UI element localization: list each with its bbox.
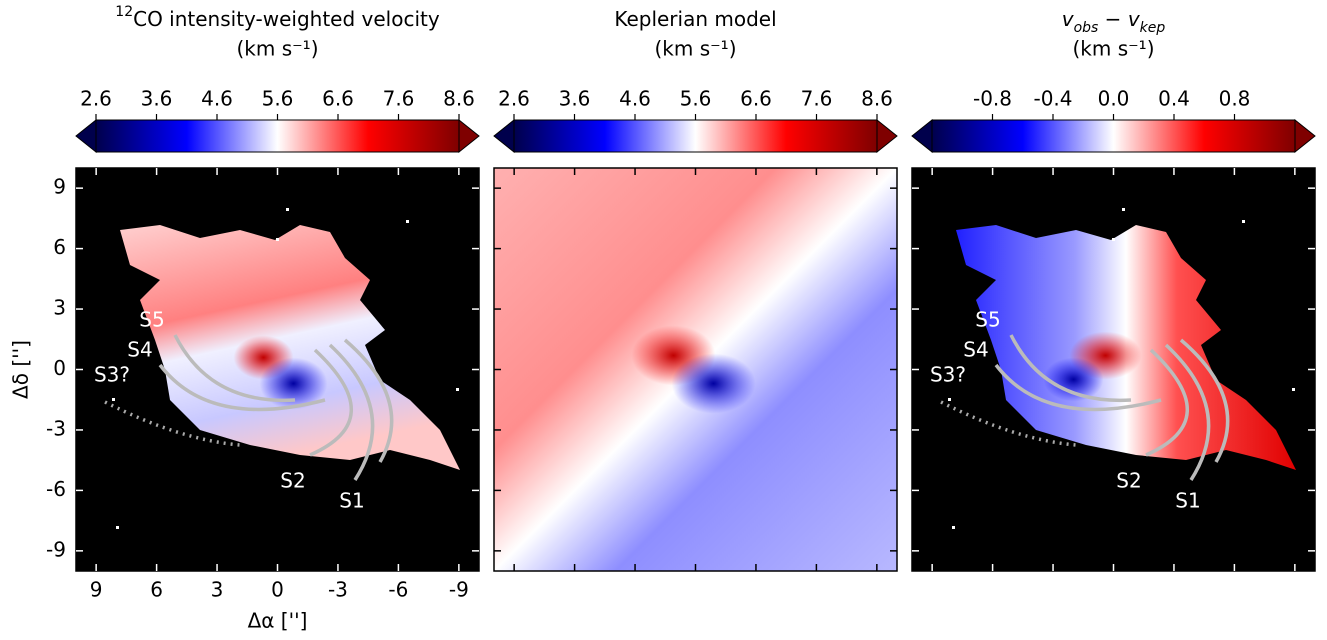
y-tick-label: -6 <box>46 477 66 501</box>
spiral-arc <box>158 363 326 412</box>
title-text: CO intensity-weighted velocity <box>133 7 440 31</box>
colorbar-tick-label: 0.0 <box>1098 87 1130 111</box>
spiral-arc <box>1164 343 1211 481</box>
colorbar <box>932 120 1295 152</box>
colorbar-tick-label: 7.6 <box>383 87 415 111</box>
x-axis-label: Δα [''] <box>248 609 308 633</box>
title-part: kep <box>1140 20 1166 36</box>
colorbar-extend-low <box>493 118 515 154</box>
spiral-arc <box>328 343 375 481</box>
speckle <box>406 220 409 223</box>
speckle <box>1122 208 1125 211</box>
y-tick-label: 3 <box>53 296 66 320</box>
speckle <box>1242 220 1245 223</box>
y-tick-label: -3 <box>46 416 66 440</box>
arc-label: S2 <box>1116 469 1141 493</box>
spiral-arc <box>309 348 353 457</box>
x-tick-label: 0 <box>271 578 284 602</box>
colorbar-extend-low <box>911 118 933 154</box>
y-tick-label: 0 <box>53 356 66 380</box>
title-part: v <box>1062 7 1075 31</box>
colorbar-tick-label: 5.6 <box>680 87 712 111</box>
speckle <box>116 526 119 529</box>
blue-lobe <box>671 353 756 414</box>
speckle <box>952 526 955 529</box>
y-axis-label: Δδ [''] <box>9 340 33 399</box>
speckle <box>286 208 289 211</box>
arc-label: S1 <box>339 489 364 513</box>
speckle <box>1292 388 1295 391</box>
colorbar-extend-high <box>1294 118 1316 154</box>
spiral-arc-dotted <box>940 400 1077 447</box>
speckle <box>112 398 115 401</box>
speckle <box>948 398 951 401</box>
colorbar-tick-label: 3.6 <box>559 87 591 111</box>
x-tick-label: -6 <box>388 578 408 602</box>
panel-title: 12CO intensity-weighted velocity <box>115 4 440 31</box>
arc-label: S4 <box>963 338 988 362</box>
colorbar <box>514 120 877 152</box>
arc-label: S4 <box>127 338 152 362</box>
arc-label: S2 <box>280 469 305 493</box>
y-tick-label: -9 <box>46 537 66 561</box>
title-superscript: 12 <box>115 4 133 20</box>
arc-label: S5 <box>975 308 1000 332</box>
panel-units: (km s⁻¹) <box>236 37 318 61</box>
panel-units: (km s⁻¹) <box>1072 37 1154 61</box>
title-part: obs <box>1074 20 1099 36</box>
panel-units: (km s⁻¹) <box>654 37 736 61</box>
spiral-arc <box>994 363 1162 412</box>
speckle <box>276 238 279 241</box>
colorbar-tick-label: -0.4 <box>1033 87 1072 111</box>
colorbar-extend-high <box>458 118 480 154</box>
panel-title: Keplerian model <box>614 7 776 31</box>
title-part: − <box>1098 7 1127 31</box>
spiral-arc <box>1145 348 1189 457</box>
colorbar-tick-label: 3.6 <box>141 87 173 111</box>
blue-lobe <box>1043 357 1104 402</box>
colorbar-tick-label: 6.6 <box>740 87 772 111</box>
colorbar-extend-low <box>75 118 97 154</box>
colorbar <box>96 120 459 152</box>
colorbar-tick-label: 5.6 <box>262 87 294 111</box>
x-tick-label: -3 <box>328 578 348 602</box>
speckle <box>456 388 459 391</box>
colorbar-tick-label: 0.8 <box>1219 87 1251 111</box>
colorbar-tick-label: 0.4 <box>1158 87 1190 111</box>
colorbar-tick-label: 4.6 <box>619 87 651 111</box>
colorbar-tick-label: 4.6 <box>201 87 233 111</box>
y-tick-label: 6 <box>53 235 66 259</box>
spiral-arc <box>343 338 394 463</box>
arc-label: S3? <box>94 363 130 387</box>
arc-label: S1 <box>1175 489 1200 513</box>
panel-title: vobs − vkep <box>1062 7 1166 37</box>
spiral-arc <box>173 334 296 403</box>
spiral-arc-dotted <box>104 400 241 447</box>
colorbar-tick-label: 8.6 <box>861 87 893 111</box>
colorbar-tick-label: 2.6 <box>80 87 112 111</box>
title-part: v <box>1128 7 1141 31</box>
colorbar-tick-label: -0.8 <box>973 87 1012 111</box>
spiral-arc <box>1009 334 1132 403</box>
x-tick-label: -9 <box>449 578 469 602</box>
x-tick-label: 3 <box>211 578 224 602</box>
colorbar-tick-label: 2.6 <box>498 87 530 111</box>
x-tick-label: 9 <box>90 578 103 602</box>
x-tick-label: 6 <box>150 578 163 602</box>
colorbar-extend-high <box>876 118 898 154</box>
arc-label: S5 <box>139 308 164 332</box>
arc-label: S3? <box>930 363 966 387</box>
spiral-arc <box>1179 338 1230 463</box>
colorbar-tick-label: 7.6 <box>801 87 833 111</box>
colorbar-tick-label: 6.6 <box>322 87 354 111</box>
y-tick-label: 9 <box>53 175 66 199</box>
blue-lobe <box>259 357 328 410</box>
title-text: Keplerian model <box>614 7 776 31</box>
speckle <box>1112 238 1115 241</box>
colorbar-tick-label: 8.6 <box>443 87 475 111</box>
